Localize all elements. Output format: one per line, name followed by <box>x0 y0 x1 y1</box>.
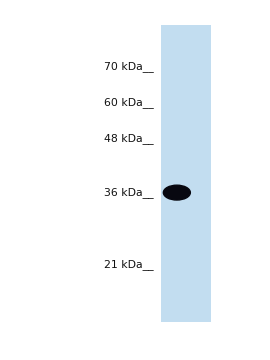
Text: 21 kDa__: 21 kDa__ <box>104 259 154 270</box>
Bar <box>161 25 211 322</box>
Text: 60 kDa__: 60 kDa__ <box>104 97 154 108</box>
Ellipse shape <box>163 185 190 200</box>
Text: 48 kDa__: 48 kDa__ <box>104 133 154 144</box>
Text: 36 kDa__: 36 kDa__ <box>104 187 154 198</box>
Text: 70 kDa__: 70 kDa__ <box>104 61 154 72</box>
